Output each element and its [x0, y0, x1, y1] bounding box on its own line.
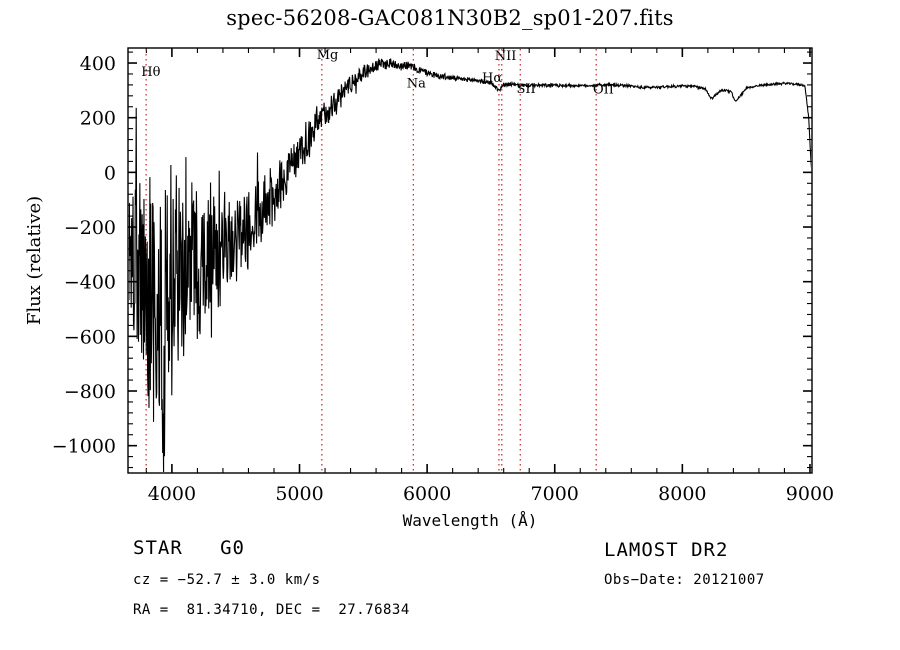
redshift-label: cz = −52.7 ± 3.0 km/s	[133, 572, 321, 588]
x-tick-label: 9000	[786, 483, 834, 505]
y-tick-label: −800	[64, 381, 116, 403]
object-class-label: STAR G0	[133, 537, 245, 559]
y-tick-label: −200	[64, 217, 116, 239]
x-tick-label: 7000	[531, 483, 579, 505]
coordinates-label: RA = 81.34710, DEC = 27.76834	[133, 602, 410, 618]
spectral-line-label: Hθ	[141, 65, 160, 80]
spectral-line-label: OII	[593, 83, 614, 98]
spectral-line-label: Mg	[317, 48, 339, 63]
plot-frame	[127, 47, 813, 474]
obs-date-label: Obs−Date: 20121007	[604, 572, 765, 588]
x-tick-label: 5000	[275, 483, 323, 505]
y-tick-label: 200	[80, 108, 116, 130]
x-axis-title: Wavelength (Å)	[403, 511, 538, 530]
spectral-line-label: NII	[495, 49, 517, 64]
y-tick-label: −1000	[52, 436, 116, 458]
y-tick-label: −400	[64, 272, 116, 294]
x-tick-label: 6000	[403, 483, 451, 505]
spectrum-trace	[129, 58, 811, 472]
y-axis-title: Flux (relative)	[24, 196, 45, 325]
spectral-line-label: Na	[407, 77, 426, 92]
y-tick-label: −600	[64, 326, 116, 348]
page-title: spec-56208-GAC081N30B2_sp01-207.fits	[226, 6, 674, 30]
x-tick-label: 4000	[148, 483, 196, 505]
survey-label: LAMOST DR2	[604, 539, 729, 561]
y-tick-label: 0	[104, 162, 116, 184]
x-tick-label: 8000	[658, 483, 706, 505]
y-tick-label: 400	[80, 53, 116, 75]
